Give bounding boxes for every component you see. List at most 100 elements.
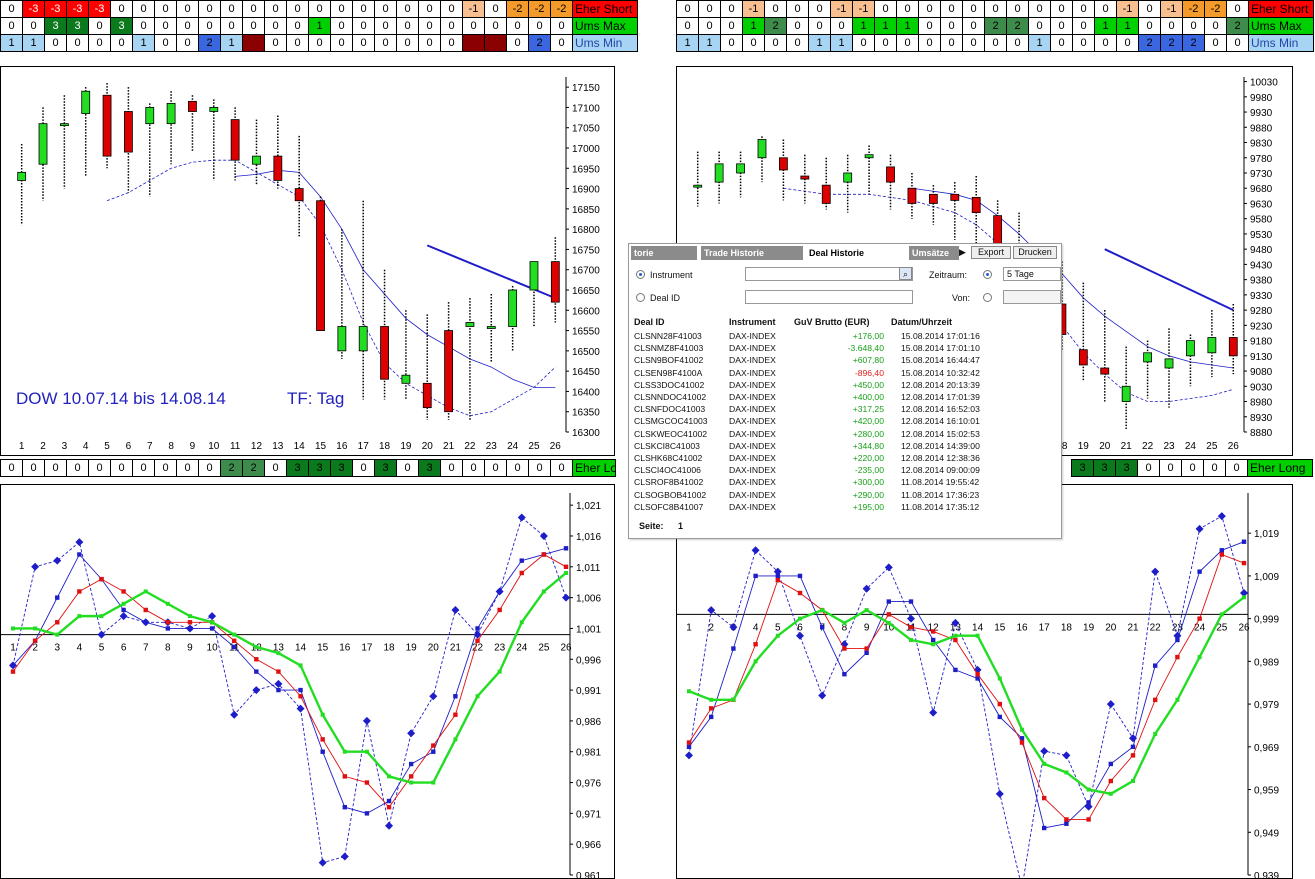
deal-id-cell[interactable]: CLSN9BOF41002 [634, 355, 704, 366]
long-cell: 0 [198, 459, 220, 477]
instrument-field[interactable] [745, 267, 913, 281]
series-marker [77, 614, 82, 619]
y-tick-label: 16500 [572, 347, 600, 358]
deal-id-cell[interactable]: CLSEN98F4100A [634, 367, 703, 378]
deal-id-cell[interactable]: CLSKCI8C41003 [634, 440, 700, 451]
series-marker [907, 614, 915, 623]
signal-cell: -1 [742, 0, 764, 18]
series-marker [1064, 817, 1069, 822]
signal-cell: -1 [1160, 0, 1182, 18]
series-marker [709, 706, 714, 711]
ma-line [235, 169, 556, 388]
signal-cell: 0 [1072, 0, 1094, 18]
y-tick-label: 16850 [572, 205, 600, 216]
zeitraum-select[interactable]: 5 Tage [1003, 267, 1061, 281]
series-marker [1242, 595, 1246, 600]
von-field[interactable] [1003, 290, 1061, 304]
y-tick-label: 9480 [1250, 245, 1273, 256]
candle-body [821, 184, 831, 204]
series-marker [33, 626, 38, 631]
header-instrument: Instrument [729, 317, 776, 327]
ma-dashed-line [106, 159, 556, 417]
signal-cell: -2 [550, 0, 572, 18]
series-marker [1197, 569, 1202, 574]
deal-id-cell[interactable]: CLSNFDOC41003 [634, 404, 706, 415]
radio-dealid-label: Deal ID [650, 293, 681, 303]
signal-cell: 0 [1050, 0, 1072, 18]
dealid-field[interactable] [745, 290, 913, 304]
deal-id-cell[interactable]: CLSOGBOB41002 [634, 489, 707, 500]
series-marker [318, 858, 327, 867]
export-button[interactable]: Export [971, 246, 1011, 259]
deal-id-cell[interactable]: CLSOFC8B41007 [634, 501, 704, 512]
series-marker [1217, 512, 1226, 521]
candle-body [401, 374, 411, 384]
x-tick-label: 15 [315, 441, 327, 452]
deal-id-cell[interactable]: CLSS3DOC41002 [634, 379, 705, 390]
series-marker [1019, 736, 1025, 741]
candle-body [757, 139, 767, 159]
signal-cell: 0 [896, 34, 918, 52]
series-marker [820, 624, 825, 630]
signal-cell: -1 [242, 34, 264, 52]
series-marker [364, 780, 370, 785]
signal-cell: 1 [896, 17, 918, 35]
series-marker [77, 552, 82, 557]
signal-cell: 0 [418, 17, 440, 35]
search-icon[interactable]: ⌕ [899, 267, 912, 280]
deal-id-cell[interactable]: CLSNMZ8F41003 [634, 343, 704, 354]
x-tick-label: 2 [32, 643, 38, 654]
guv-cell: +176,00 [852, 331, 884, 341]
print-button[interactable]: Drucken [1013, 246, 1057, 259]
series-marker [753, 642, 758, 647]
y-tick-label: 0,979 [1254, 700, 1279, 711]
signal-cell: 0 [1116, 34, 1138, 52]
tab-history[interactable]: torie [631, 246, 697, 260]
radio-zeitraum[interactable] [983, 270, 992, 279]
long-cell: 0 [1203, 459, 1225, 477]
guv-cell: +317,25 [852, 404, 884, 415]
signal-cell: 0 [1072, 34, 1094, 52]
signal-cell: 2 [1182, 34, 1204, 52]
tab-trade-historie[interactable]: Trade Historie [701, 246, 803, 260]
deal-id-cell[interactable]: CLSNNDOC41002 [634, 392, 707, 402]
chevron-right-icon[interactable]: ▶ [959, 247, 966, 257]
x-tick-label: 2 [708, 622, 714, 633]
candle-body [230, 119, 240, 161]
x-tick-label: 13 [272, 441, 284, 452]
y-tick-label: 0,976 [576, 779, 601, 790]
long-cell: 3 [308, 459, 330, 477]
series-marker [1173, 631, 1182, 640]
signal-cell: 3 [44, 17, 66, 35]
deal-id-cell[interactable]: CLSHK68C41002 [634, 453, 703, 463]
deal-id-cell[interactable]: CLSKWEOC41002 [634, 428, 708, 439]
series-marker [1175, 637, 1180, 643]
x-tick-label: 10 [208, 441, 220, 452]
signal-cell: 0 [1006, 0, 1028, 18]
long-cell: 0 [1181, 459, 1203, 477]
x-tick-label: 13 [950, 622, 962, 633]
y-tick-label: 9230 [1250, 321, 1273, 332]
radio-von[interactable] [983, 293, 992, 302]
tab-deal-historie[interactable]: Deal Historie [809, 248, 865, 258]
series-marker [909, 638, 913, 642]
series-marker [187, 620, 193, 625]
radio-instrument[interactable] [636, 270, 645, 279]
series-marker [517, 513, 526, 522]
instrument-cell: DAX-INDEX [729, 355, 776, 366]
signal-cell: 0 [374, 0, 396, 18]
radio-dealid[interactable] [636, 293, 645, 302]
deal-id-cell[interactable]: CLSROF8B41002 [634, 477, 704, 488]
series-line-red [688, 553, 1245, 820]
series-marker [252, 686, 261, 695]
y-tick-label: 9830 [1250, 139, 1273, 150]
tab-umsaetze[interactable]: Umsätze [909, 246, 959, 260]
deal-id-cell[interactable]: CLSMGCOC41003 [634, 416, 708, 427]
series-marker [497, 669, 502, 674]
deal-id-cell[interactable]: CLSCI4OC41006 [634, 465, 701, 476]
datetime-cell: 11.08.2014 17:36:23 [901, 489, 980, 500]
deal-id-cell[interactable]: CLSNN28F41003 [634, 331, 702, 341]
series-marker [1241, 560, 1247, 566]
series-marker [55, 595, 60, 600]
x-tick-label: 9 [864, 622, 870, 633]
